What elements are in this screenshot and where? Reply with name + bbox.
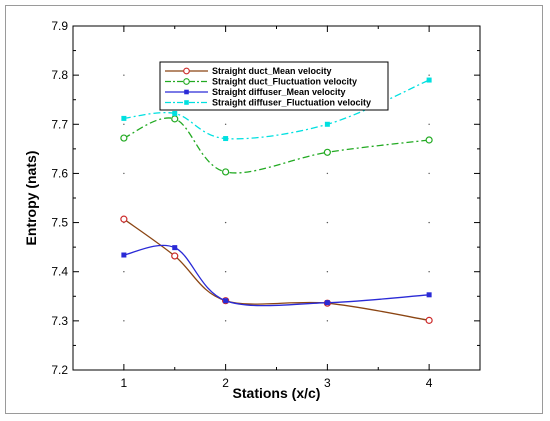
y-tick-label: 7.3 — [51, 314, 68, 328]
data-point — [172, 110, 178, 116]
data-point — [171, 115, 179, 123]
data-point — [323, 148, 331, 156]
y-tick-label: 7.4 — [51, 265, 68, 279]
series-line — [123, 117, 430, 174]
grid-dot — [428, 221, 430, 224]
y-tick-label: 7.9 — [51, 19, 68, 33]
grid-dot — [428, 123, 430, 125]
y-tick-label: 7.5 — [51, 216, 68, 230]
y-tick-label: 7.7 — [51, 117, 68, 131]
legend-label: Straight duct_Mean velocity — [212, 66, 332, 76]
axis-ticks: 1 2 3 4 7.2 7.3 7.4 7.5 7.6 7.7 7.8 7.9 — [51, 19, 480, 390]
grid-dot — [224, 271, 227, 273]
legend-marker — [183, 78, 190, 85]
legend-marker — [184, 100, 189, 105]
grid-dot — [326, 320, 329, 322]
figure-frame — [5, 5, 543, 414]
data-point — [120, 134, 128, 142]
data-point — [120, 215, 128, 223]
series-line — [123, 244, 430, 307]
grid-dot — [123, 172, 125, 175]
grid-dot — [326, 221, 329, 224]
grid-dot — [428, 271, 430, 273]
data-point — [222, 168, 230, 176]
grid-dot — [123, 320, 125, 322]
data-point — [171, 252, 179, 260]
x-axis-label: Stations (x/c) — [233, 385, 321, 401]
grid-dot — [224, 221, 227, 224]
grid-dot — [123, 271, 125, 273]
series-1 — [120, 215, 433, 324]
grid-dot — [123, 123, 125, 125]
data-point — [425, 136, 433, 144]
grid-dot — [224, 320, 227, 322]
data-point — [324, 300, 330, 306]
legend-label: Straight diffuser_Fluctuation velocity — [212, 98, 371, 108]
y-axis-label: Entropy (nats) — [23, 151, 39, 246]
grid-dot — [123, 74, 125, 76]
legend-marker — [184, 89, 189, 95]
grid-dot — [326, 172, 329, 175]
y-tick-label: 7.2 — [51, 363, 68, 377]
x-tick-label: 4 — [426, 376, 433, 390]
data-point — [223, 298, 229, 304]
data-point — [121, 252, 127, 258]
grid-dot — [224, 123, 227, 125]
legend-label: Straight diffuser_Mean velocity — [212, 87, 346, 97]
data-point — [426, 77, 432, 83]
x-tick-label: 3 — [324, 376, 331, 390]
grid-dot — [326, 271, 329, 273]
series-2 — [120, 115, 433, 176]
data-point — [324, 121, 330, 127]
series-group — [120, 77, 433, 324]
y-tick-label: 7.6 — [51, 166, 68, 180]
grid-dot — [428, 172, 430, 175]
data-point — [426, 292, 432, 298]
data-point — [121, 115, 127, 121]
y-tick-label: 7.8 — [51, 68, 68, 82]
series-3 — [121, 244, 432, 307]
x-tick-label: 2 — [222, 376, 229, 390]
x-tick-label: 1 — [121, 376, 128, 390]
grid-dot — [428, 74, 430, 76]
legend-marker — [183, 67, 190, 75]
data-point — [425, 316, 433, 324]
legend-label: Straight duct_Fluctuation velocity — [212, 77, 357, 87]
data-point — [172, 245, 178, 251]
data-point — [223, 136, 229, 142]
